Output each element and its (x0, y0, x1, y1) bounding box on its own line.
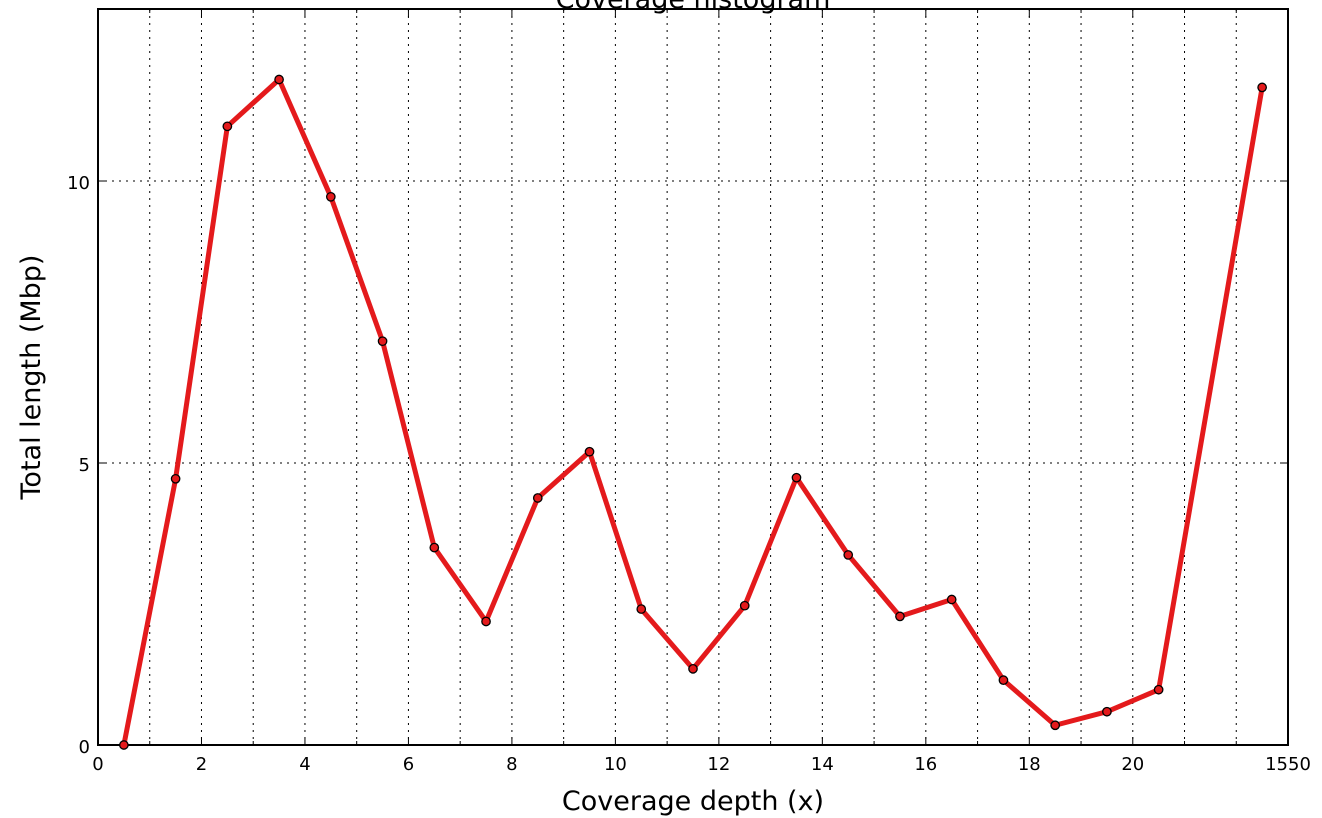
x-tick-label: 20 (1121, 754, 1144, 775)
data-point (274, 74, 284, 85)
x-tick-label: 1550 (1265, 754, 1311, 775)
data-point (843, 550, 854, 560)
data-point (429, 542, 440, 553)
data-point (998, 675, 1009, 685)
x-tick-label: 6 (403, 754, 414, 775)
series (119, 74, 1267, 750)
x-tick-label: 8 (506, 754, 517, 775)
data-point (481, 616, 491, 627)
data-point (1257, 82, 1267, 93)
data-point (1050, 720, 1061, 731)
series-line (121, 76, 1265, 748)
x-tick-label: 0 (92, 754, 103, 775)
data-point (1102, 706, 1112, 717)
x-axis-title: Coverage depth (x) (562, 786, 824, 817)
y-tick-label: 5 (79, 455, 90, 476)
data-point (688, 664, 698, 674)
y-tick-label: 10 (67, 173, 90, 194)
y-axis-title: Total length (Mbp) (16, 255, 47, 501)
data-point (170, 473, 181, 484)
x-tick-label: 14 (811, 754, 834, 775)
data-point (1153, 684, 1164, 695)
data-point (377, 336, 388, 347)
data-point (636, 604, 647, 614)
chart-title: Coverage histogram (556, 0, 831, 15)
data-point (532, 493, 543, 503)
y-tick-label: 0 (79, 737, 90, 758)
data-point (584, 446, 595, 457)
data-point (739, 600, 750, 611)
data-point (895, 611, 905, 622)
data-point (119, 740, 129, 750)
grid (98, 9, 1288, 745)
x-tick-label: 16 (914, 754, 937, 775)
data-point (946, 594, 957, 605)
plot-frame (97, 8, 1289, 746)
x-tick-label: 2 (196, 754, 207, 775)
x-tick-label: 18 (1018, 754, 1041, 775)
axis-ticks: 0 2 4 6 8 10 12 14 16 18 20 1550 0 5 10 (67, 9, 1311, 775)
data-point (325, 191, 336, 202)
x-tick-label: 10 (604, 754, 627, 775)
x-tick-label: 4 (299, 754, 310, 775)
data-point (222, 121, 233, 132)
data-point (791, 472, 802, 483)
x-tick-label: 12 (707, 754, 730, 775)
